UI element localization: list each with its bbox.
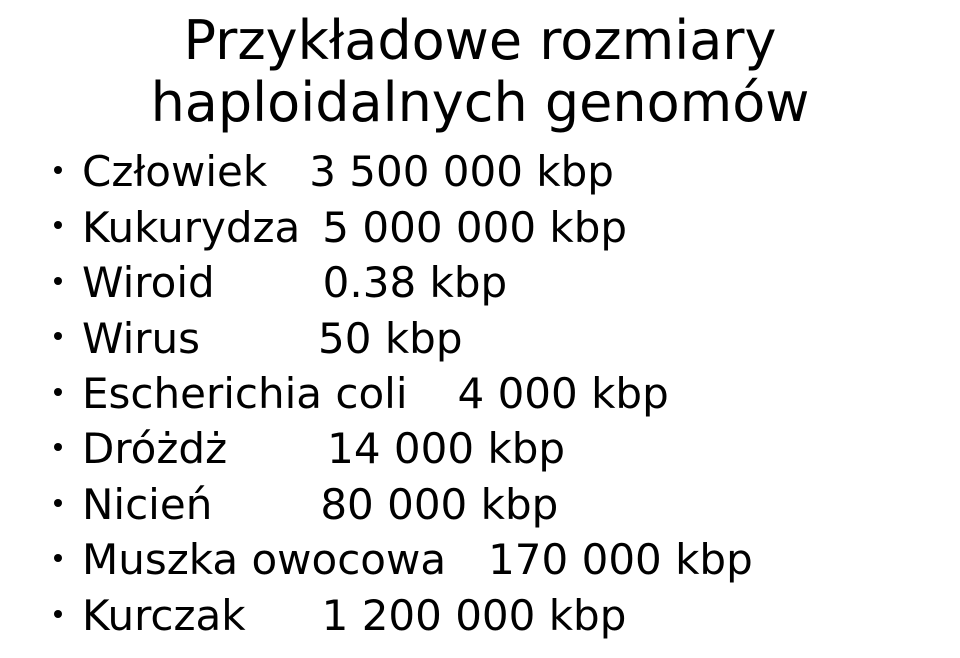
list-item: Nicień 80 000 kbp	[48, 477, 920, 532]
list-item: Kurczak 1 200 000 kbp	[48, 588, 920, 643]
title-line-1: Przykładowe rozmiary	[184, 9, 777, 72]
organism-name: Kurczak	[82, 588, 246, 643]
organism-name: Człowiek	[82, 144, 267, 199]
genome-size: 4 000 kbp	[458, 366, 669, 421]
list-item: Dróżdż 14 000 kbp	[48, 421, 920, 476]
list-item: Muszka owocowa 170 000 kbp	[48, 532, 920, 587]
organism-name: Nicień	[82, 477, 212, 532]
genome-size: 170 000 kbp	[488, 532, 753, 587]
genome-size: 1 200 000 kbp	[322, 588, 627, 643]
genome-size: 14 000 kbp	[327, 421, 565, 476]
title-line-2: haploidalnych genomów	[151, 71, 810, 134]
slide: Przykładowe rozmiary haploidalnych genom…	[0, 0, 960, 658]
genome-size: 80 000 kbp	[320, 477, 558, 532]
list-item: Wirus 50 kbp	[48, 311, 920, 366]
list-item: Kukurydza 5 000 000 kbp	[48, 200, 920, 255]
genome-size: 0.38 kbp	[323, 255, 508, 310]
organism-name: Dróżdż	[82, 421, 227, 476]
organism-name: Kukurydza	[82, 200, 300, 255]
slide-title: Przykładowe rozmiary haploidalnych genom…	[40, 10, 920, 134]
organism-name: Escherichia coli	[82, 366, 408, 421]
list-item: Człowiek 3 500 000 kbp	[48, 144, 920, 199]
list-item: Wiroid 0.38 kbp	[48, 255, 920, 310]
genome-size-list: Człowiek 3 500 000 kbp Kukurydza 5 000 000…	[40, 144, 920, 643]
list-item: Escherichia coli 4 000 kbp	[48, 366, 920, 421]
organism-name: Wiroid	[82, 255, 215, 310]
genome-size: 50 kbp	[318, 311, 462, 366]
genome-size: 5 000 000 kbp	[322, 200, 627, 255]
genome-size: 3 500 000 kbp	[309, 144, 614, 199]
organism-name: Muszka owocowa	[82, 532, 446, 587]
organism-name: Wirus	[82, 311, 200, 366]
